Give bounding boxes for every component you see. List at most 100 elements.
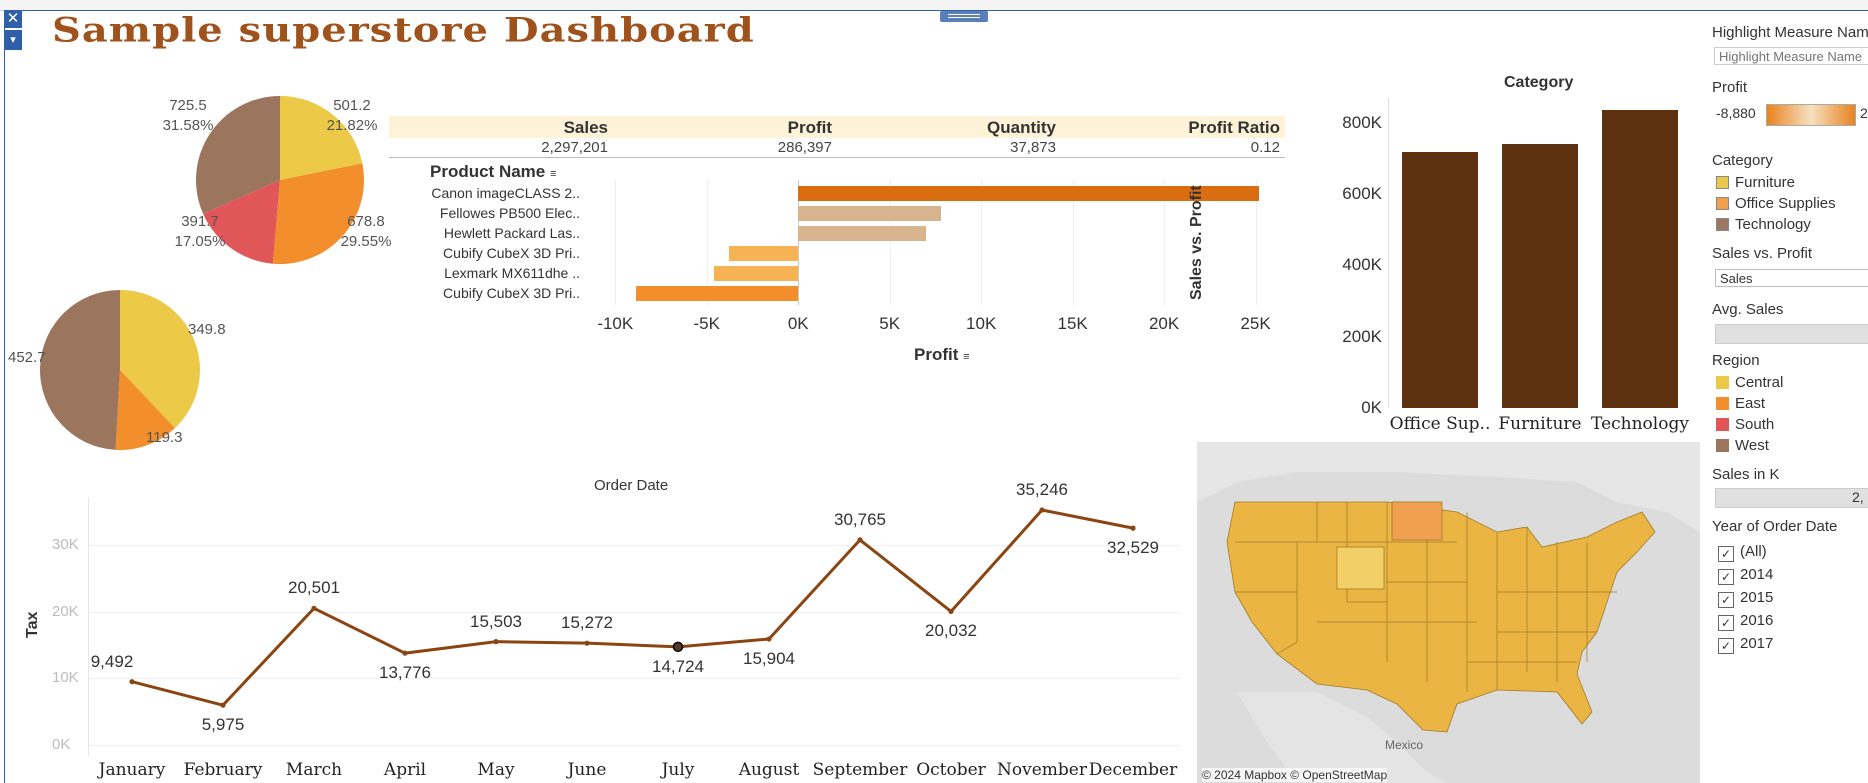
- product-name-header[interactable]: Product Name ≡: [430, 162, 557, 181]
- pie2-slice-west[interactable]: [40, 290, 120, 450]
- sort-icon[interactable]: ≡: [963, 351, 970, 363]
- pie2-slice-central[interactable]: [120, 290, 200, 429]
- tax-value-label: 35,246: [1016, 480, 1068, 500]
- grip-line: [948, 17, 980, 18]
- month-label[interactable]: September: [812, 760, 908, 780]
- avg-sales-slider[interactable]: [1715, 324, 1868, 344]
- tax-point[interactable]: [220, 702, 226, 708]
- category-x-label[interactable]: Furniture: [1498, 414, 1582, 434]
- category-y-tick: 200K: [1342, 326, 1382, 346]
- sales-vs-profit-dropdown[interactable]: Sales: [1715, 269, 1868, 287]
- region-legend-item[interactable]: South: [1716, 416, 1774, 433]
- us-region-map[interactable]: [1197, 442, 1700, 783]
- sales-in-k-slider[interactable]: [1715, 488, 1868, 508]
- tax-point[interactable]: [857, 537, 863, 543]
- close-icon[interactable]: ✕: [4, 10, 22, 28]
- category-bar[interactable]: [1502, 143, 1578, 408]
- summary-value-quantity: 37,873: [1010, 139, 1056, 156]
- line-gridline: [88, 745, 1180, 746]
- pie1-slice-south[interactable]: [203, 180, 280, 264]
- profit-axis-title[interactable]: Profit ≡: [914, 345, 970, 364]
- tax-point[interactable]: [402, 650, 408, 656]
- tax-point[interactable]: [672, 641, 684, 653]
- month-label[interactable]: March: [285, 760, 343, 780]
- region-legend-item[interactable]: West: [1716, 437, 1769, 454]
- region-legend-item[interactable]: Central: [1716, 374, 1783, 391]
- line-gridline: [88, 678, 1180, 680]
- product-profit-bar[interactable]: [798, 226, 927, 241]
- month-label[interactable]: May: [477, 760, 515, 780]
- category-x-label[interactable]: Office Sup..: [1389, 414, 1491, 434]
- month-label[interactable]: August: [738, 760, 800, 780]
- category-x-label[interactable]: Technology: [1591, 414, 1689, 434]
- product-name-label[interactable]: Canon imageCLASS 2..: [431, 185, 580, 201]
- year-filter-item[interactable]: ✓ 2016: [1718, 612, 1773, 631]
- year-filter-item[interactable]: ✓ 2015: [1718, 589, 1773, 608]
- legend-swatch: [1716, 197, 1729, 210]
- sort-icon[interactable]: ≡: [549, 168, 557, 180]
- pie1-slice-east[interactable]: [272, 163, 364, 264]
- highlight-measure-input[interactable]: [1714, 47, 1868, 65]
- profit-gradient-legend[interactable]: [1766, 104, 1856, 126]
- line-y-tick: 20K: [52, 602, 79, 620]
- tax-point[interactable]: [129, 679, 135, 685]
- month-label[interactable]: April: [383, 760, 427, 780]
- month-label[interactable]: October: [916, 760, 986, 780]
- checkbox-checked-icon[interactable]: ✓: [1718, 615, 1734, 631]
- canada-land: [1197, 442, 1700, 532]
- product-profit-bar[interactable]: [635, 286, 799, 301]
- tax-point[interactable]: [493, 639, 499, 645]
- region-legend-item[interactable]: East: [1716, 395, 1765, 412]
- usa-region-shape[interactable]: [1226, 501, 1656, 733]
- product-name-label[interactable]: Lexmark MX611dhe ..: [444, 265, 580, 281]
- category-legend-item[interactable]: Office Supplies: [1716, 195, 1836, 212]
- tax-point[interactable]: [584, 640, 590, 646]
- tax-point[interactable]: [1039, 507, 1045, 513]
- checkbox-checked-icon[interactable]: ✓: [1718, 592, 1734, 608]
- avg-sales-title: Avg. Sales: [1712, 301, 1784, 318]
- checkbox-checked-icon[interactable]: ✓: [1718, 546, 1734, 562]
- product-name-label[interactable]: Fellowes PB500 Elec..: [439, 205, 580, 221]
- category-bar[interactable]: [1602, 110, 1678, 408]
- chevron-down-icon[interactable]: ▾: [4, 30, 22, 50]
- year-filter-item[interactable]: ✓ 2017: [1718, 635, 1773, 654]
- month-label[interactable]: November: [997, 760, 1087, 780]
- product-name-label[interactable]: Cubify CubeX 3D Pri..: [443, 285, 580, 301]
- month-label[interactable]: February: [183, 760, 263, 780]
- region-pie-chart-2[interactable]: [40, 290, 200, 450]
- pie1-slice-central[interactable]: [280, 96, 363, 180]
- tax-line[interactable]: [131, 508, 1134, 707]
- month-label[interactable]: July: [661, 760, 695, 780]
- year-filter-item[interactable]: ✓ (All): [1718, 543, 1767, 562]
- summary-header-quantity: Quantity: [987, 118, 1056, 137]
- checkbox-checked-icon[interactable]: ✓: [1718, 638, 1734, 654]
- checkbox-checked-icon[interactable]: ✓: [1718, 569, 1734, 585]
- category-legend-item[interactable]: Furniture: [1716, 174, 1795, 191]
- tax-point[interactable]: [311, 605, 317, 611]
- legend-swatch: [1716, 418, 1729, 431]
- product-name-label[interactable]: Cubify CubeX 3D Pri..: [443, 245, 580, 261]
- product-profit-bar[interactable]: [798, 206, 941, 221]
- line-y-tick: 10K: [52, 669, 79, 687]
- month-label[interactable]: December: [1088, 760, 1178, 780]
- product-profit-bar[interactable]: [798, 186, 1260, 201]
- drag-handle[interactable]: [940, 11, 988, 22]
- map-attribution[interactable]: © 2024 Mapbox © OpenStreetMap: [1202, 768, 1388, 782]
- product-name-label[interactable]: Hewlett Packard Las..: [443, 225, 580, 241]
- category-legend-item[interactable]: Technology: [1716, 216, 1811, 233]
- tax-point[interactable]: [1130, 525, 1136, 531]
- year-filter-item[interactable]: ✓ 2014: [1718, 566, 1773, 585]
- product-profit-bar[interactable]: [714, 266, 799, 281]
- north-dakota-state-highlight[interactable]: [1391, 501, 1443, 541]
- pie1-label-south: 391.7 17.05%: [174, 213, 226, 250]
- pie2-slice-east[interactable]: [115, 370, 175, 450]
- product-profit-bar[interactable]: [728, 246, 799, 261]
- month-label[interactable]: January: [98, 760, 166, 780]
- month-label[interactable]: June: [567, 760, 607, 780]
- tax-point[interactable]: [766, 636, 772, 642]
- legend-label: Central: [1735, 374, 1784, 391]
- region-pie-chart-1[interactable]: [190, 90, 370, 270]
- pie1-slice-west[interactable]: [196, 96, 280, 214]
- colorado-state-highlight[interactable]: [1336, 546, 1385, 590]
- category-bar[interactable]: [1402, 151, 1478, 408]
